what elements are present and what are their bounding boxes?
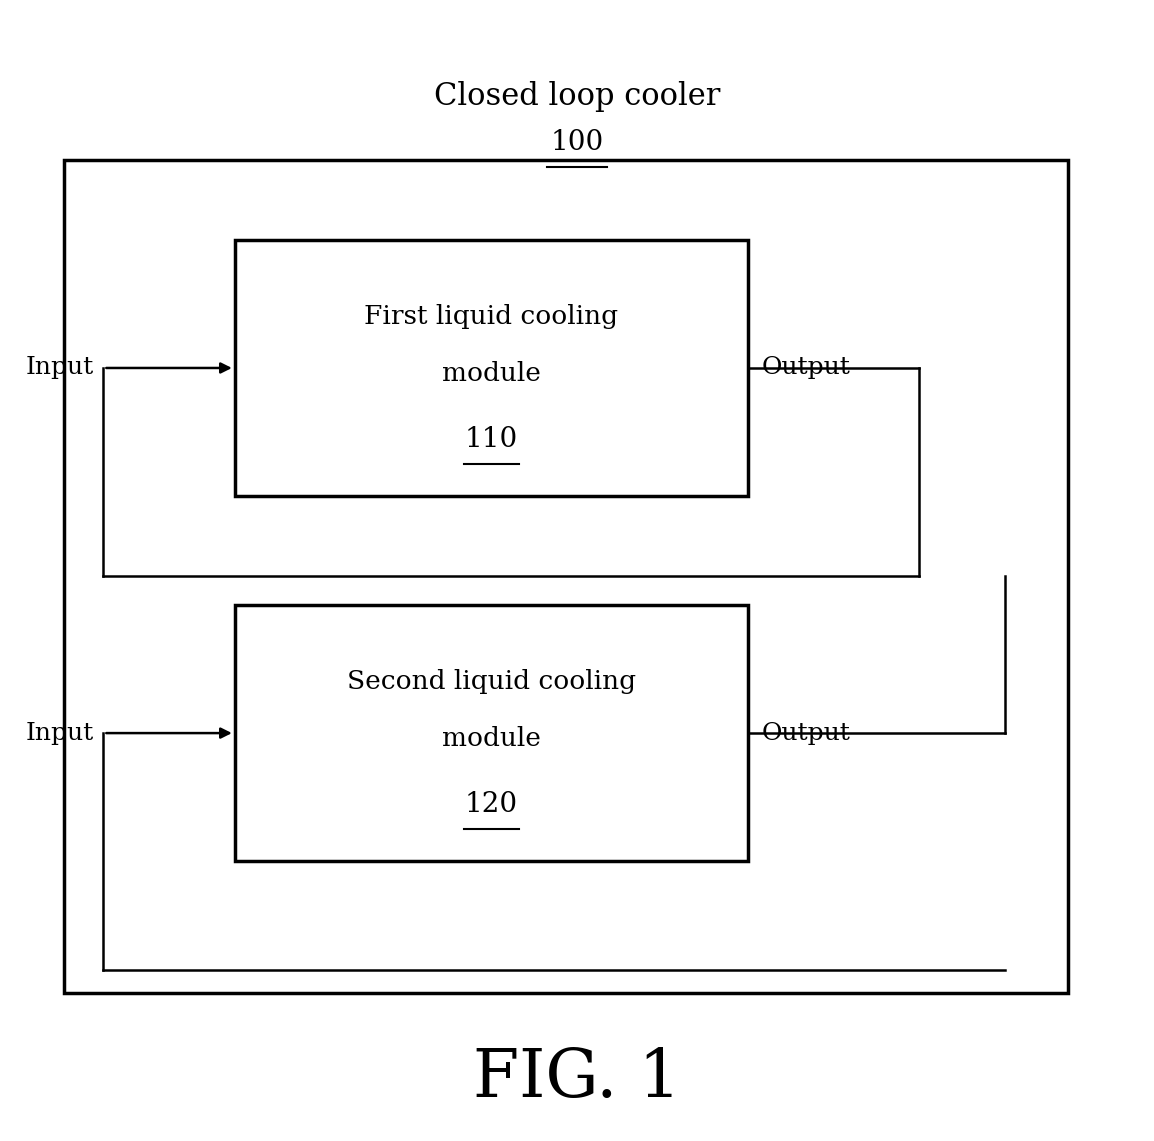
- Text: Input: Input: [27, 356, 95, 380]
- Text: Output: Output: [762, 356, 850, 380]
- Text: module: module: [442, 727, 541, 751]
- Text: 110: 110: [465, 427, 518, 453]
- Text: FIG. 1: FIG. 1: [473, 1045, 681, 1111]
- Text: Output: Output: [762, 721, 850, 745]
- Bar: [63, 160, 1067, 993]
- Bar: [234, 240, 748, 496]
- Text: module: module: [442, 362, 541, 386]
- Text: 100: 100: [550, 129, 604, 156]
- Text: First liquid cooling: First liquid cooling: [365, 305, 619, 329]
- Bar: [234, 605, 748, 861]
- Text: Second liquid cooling: Second liquid cooling: [347, 670, 636, 694]
- Text: Input: Input: [27, 721, 95, 745]
- Text: 120: 120: [465, 792, 518, 818]
- Text: Closed loop cooler: Closed loop cooler: [434, 81, 720, 113]
